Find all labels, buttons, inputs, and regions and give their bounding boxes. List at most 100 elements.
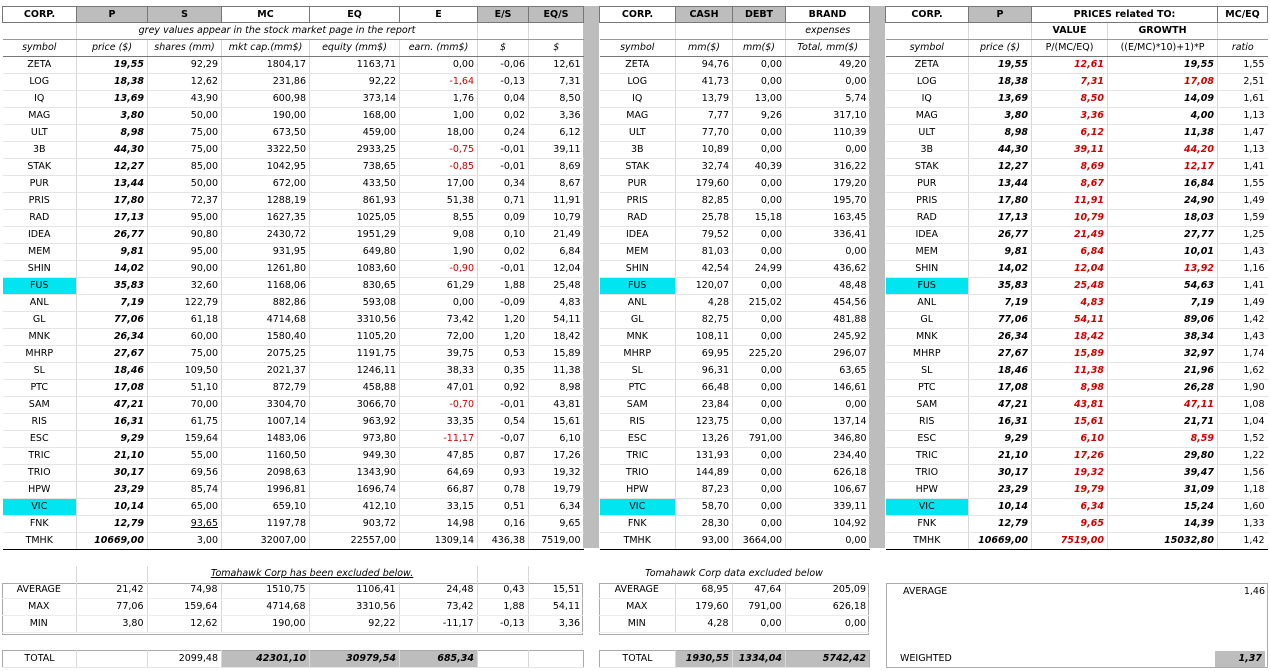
- price-cell: 12,27: [968, 158, 1032, 176]
- ratio-cell: 1,42: [1217, 532, 1268, 550]
- eqs-cell: 8,98: [528, 379, 584, 397]
- equity-cell: 1105,20: [309, 328, 400, 346]
- symbol-cell: SL: [599, 362, 676, 380]
- debt-cell: 215,02: [732, 294, 786, 312]
- price-cell: 12,79: [76, 515, 148, 533]
- symbol-cell: GL: [599, 311, 676, 329]
- eqs-cell: 6,34: [528, 498, 584, 516]
- price-cell: 17,13: [76, 209, 148, 227]
- value-price-cell: 39,11: [1031, 141, 1108, 159]
- summary1-total-row: TOTAL 2099,48 42301,10 30979,54 685,34: [2, 650, 584, 668]
- eqs-cell: 6,12: [528, 124, 584, 142]
- unit-growth-formula: ((E/MC)*10)+1)*P: [1107, 39, 1219, 57]
- cash-total-row: TMHK 93,00 3664,00 0,00: [599, 532, 870, 550]
- es-cell: 1,88: [477, 277, 529, 295]
- stock-row: ANL 7,19 122,79 882,86 593,08 0,00 -0,09 4,83: [2, 294, 584, 312]
- eqs-cell: 8,67: [528, 175, 584, 193]
- equity-cell: 738,65: [309, 158, 400, 176]
- ratio-cell: 1,56: [1217, 464, 1268, 482]
- symbol-cell: LOG: [599, 73, 676, 91]
- price-cell: 26,34: [76, 328, 148, 346]
- ratio-cell: 1,41: [1217, 277, 1268, 295]
- value-price-cell: 18,42: [1031, 328, 1108, 346]
- growth-price-cell: 32,97: [1107, 345, 1219, 363]
- value-price-cell: 8,50: [1031, 90, 1108, 108]
- debt-cell: 0,00: [732, 396, 786, 414]
- es-cell: -0,01: [477, 260, 529, 278]
- symbol-cell: MEM: [599, 243, 676, 261]
- symbol-cell: 3B: [599, 141, 676, 159]
- symbol-cell: TRIO: [885, 464, 969, 482]
- ratio-cell: 2,51: [1217, 73, 1268, 91]
- stock-row: HPW 23,29 85,74 1996,81 1696,74 66,87 0,78 19,7…: [2, 481, 584, 499]
- debt-cell: 0,00: [732, 498, 786, 516]
- cash-cell: 144,89: [675, 464, 733, 482]
- prices-row: HPW 23,29 19,79 31,09 1,18: [885, 481, 1268, 499]
- es-cell: 0,51: [477, 498, 529, 516]
- price-cell: 8,98: [76, 124, 148, 142]
- symbol-cell: SHIN: [2, 260, 77, 278]
- earnings-cell: 1,00: [399, 107, 478, 125]
- brand-cell: 296,07: [785, 345, 870, 363]
- symbol-cell: TRIO: [2, 464, 77, 482]
- es-cell: 0,04: [477, 90, 529, 108]
- earnings-cell: 38,33: [399, 362, 478, 380]
- ratio-cell: 1,52: [1217, 430, 1268, 448]
- ratio-cell: 1,18: [1217, 481, 1268, 499]
- cash-cell: 94,76: [675, 56, 733, 74]
- summary2-table: Tomahawk Corp data excluded below AVERAG…: [599, 566, 870, 633]
- equity-cell: 949,30: [309, 447, 400, 465]
- symbol-cell: SAM: [599, 396, 676, 414]
- tomahawk-excluded-note-2: Tomahawk Corp data excluded below: [645, 568, 823, 579]
- unit-eqs: $: [528, 39, 584, 57]
- symbol-cell: FNK: [599, 515, 676, 533]
- equity-cell: 3066,70: [309, 396, 400, 414]
- symbol-cell: HPW: [2, 481, 77, 499]
- stock-row: SHIN 14,02 90,00 1261,80 1083,60 -0,90 -0,01 12…: [2, 260, 584, 278]
- summary3-weighted-label: WEIGHTED: [900, 653, 952, 664]
- expenses-note: expenses: [785, 22, 870, 40]
- mktcap-cell: 2430,72: [221, 226, 310, 244]
- cash-row: MAG 7,77 9,26 317,10: [599, 107, 870, 125]
- price-cell: 47,21: [76, 396, 148, 414]
- earnings-cell: 39,75: [399, 345, 478, 363]
- es-cell: -0,01: [477, 141, 529, 159]
- debt-cell: 0,00: [732, 464, 786, 482]
- price-cell: 23,29: [76, 481, 148, 499]
- cash-row: ULT 77,70 0,00 110,39: [599, 124, 870, 142]
- unit-cash: mm($): [675, 39, 733, 57]
- price-cell: 77,06: [968, 311, 1032, 329]
- value-price-cell: 9,65: [1031, 515, 1108, 533]
- symbol-cell: RIS: [2, 413, 77, 431]
- growth-price-cell: 39,47: [1107, 464, 1219, 482]
- mktcap-cell: 1804,17: [221, 56, 310, 74]
- ratio-cell: 1,59: [1217, 209, 1268, 227]
- growth-price-cell: 15032,80: [1107, 532, 1219, 550]
- symbol-cell: ANL: [2, 294, 77, 312]
- es-cell: -0,01: [477, 396, 529, 414]
- ratio-cell: 1,43: [1217, 243, 1268, 261]
- growth-price-cell: 16,84: [1107, 175, 1219, 193]
- ratio-cell: 1,13: [1217, 141, 1268, 159]
- price-cell: 17,08: [76, 379, 148, 397]
- value-price-cell: 19,79: [1031, 481, 1108, 499]
- header-s: S: [147, 6, 222, 23]
- es-cell: 0,92: [477, 379, 529, 397]
- shares-cell: 61,18: [147, 311, 222, 329]
- stock-row: IQ 13,69 43,90 600,98 373,14 1,76 0,04 8,50: [2, 90, 584, 108]
- debt-cell: 0,00: [732, 226, 786, 244]
- symbol-cell: VIC: [2, 498, 77, 516]
- unit-mktcap: mkt cap.(mm$): [221, 39, 310, 57]
- summary1-note-row: Tomahawk Corp has been excluded below.: [2, 566, 583, 582]
- cash-cell: 87,23: [675, 481, 733, 499]
- symbol-cell: IDEA: [2, 226, 77, 244]
- es-cell: -0,09: [477, 294, 529, 312]
- eqs-cell: 19,79: [528, 481, 584, 499]
- earnings-cell: -11,17: [399, 430, 478, 448]
- brand-cell: 339,11: [785, 498, 870, 516]
- price-cell: 9,29: [76, 430, 148, 448]
- earnings-cell: -0,70: [399, 396, 478, 414]
- value-price-cell: 10,79: [1031, 209, 1108, 227]
- ratio-cell: 1,60: [1217, 498, 1268, 516]
- price-cell: 35,83: [968, 277, 1032, 295]
